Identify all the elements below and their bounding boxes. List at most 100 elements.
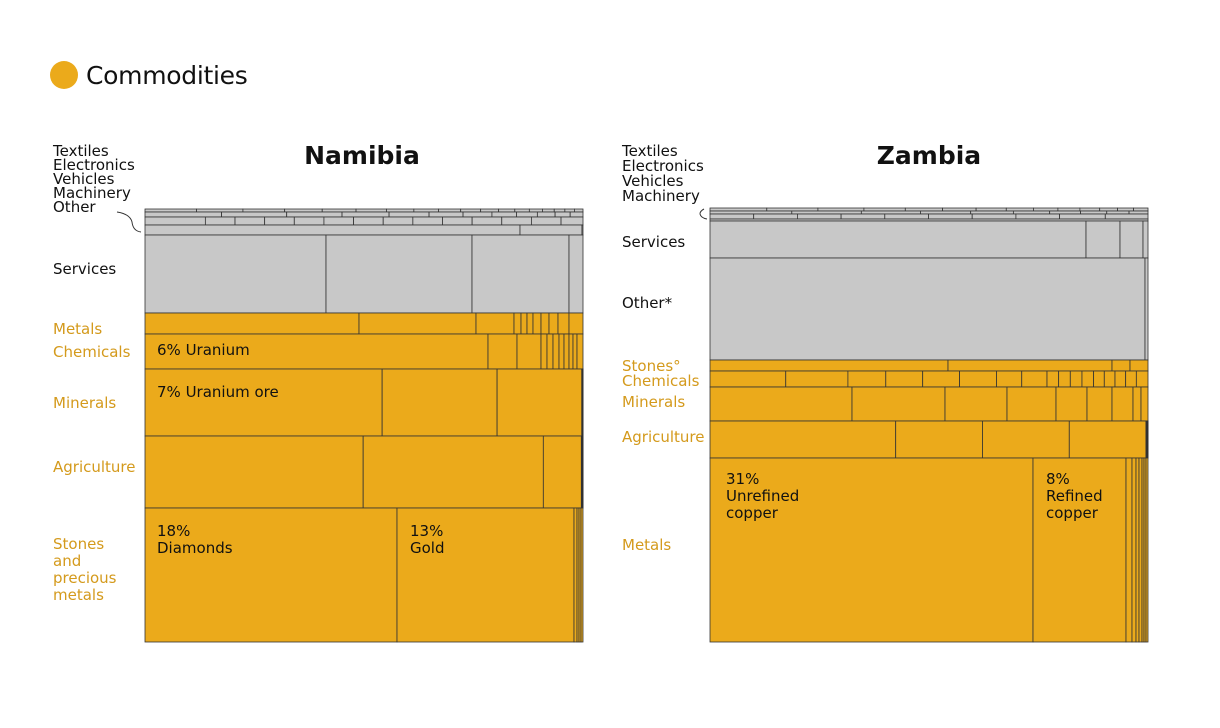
namibia-electronics-tile-0 bbox=[144, 211, 222, 218]
zambia-minerals-tile-5 bbox=[1086, 386, 1113, 422]
namibia-metals-tile-3 bbox=[513, 312, 522, 335]
namibia-vehicles-tile-10 bbox=[471, 216, 503, 226]
namibia-textiles-tile-11 bbox=[498, 208, 516, 213]
zambia-minerals-tile-3 bbox=[1006, 386, 1057, 422]
namibia-textiles-tile-5 bbox=[355, 208, 387, 213]
namibia-electronics-tile-11 bbox=[569, 211, 584, 218]
zambia-services-tile-1 bbox=[1085, 220, 1121, 259]
group-label-zambia-textiles: Textiles bbox=[621, 142, 678, 160]
namibia-textiles-tile-3 bbox=[284, 208, 323, 213]
chart-namibia: Namibia 6% Uranium 7% Uranium ore 18% Diamon… bbox=[52, 141, 584, 643]
group-label-namibia-chemicals: Chemicals bbox=[53, 343, 131, 361]
namibia-electronics-tile-5 bbox=[428, 211, 464, 218]
zambia-services-tile-0 bbox=[709, 220, 1087, 259]
namibia-electronics-tile-9 bbox=[536, 211, 556, 218]
zambia-chemicals-tile-12 bbox=[1093, 370, 1105, 388]
zambia-metals-tile-2 bbox=[1125, 457, 1133, 643]
group-label-namibia-machinery: Machinery bbox=[53, 184, 131, 202]
zambia-textiles-tile-3 bbox=[863, 207, 906, 212]
zambia-electronics-tile-9 bbox=[1128, 210, 1149, 215]
namibia-vehicles-tile-0 bbox=[144, 216, 206, 226]
namibia-vehicles-tile-4 bbox=[293, 216, 325, 226]
zambia-stones-tile-2 bbox=[1111, 359, 1131, 372]
zambia-metals-tile-5 bbox=[1138, 457, 1143, 643]
zambia-agriculture-tile-1 bbox=[895, 420, 983, 459]
zambia-chemicals-tile-0 bbox=[709, 370, 787, 388]
group-label-zambia-stones: Stones° bbox=[622, 357, 681, 375]
namibia-stones-tile-5 bbox=[580, 507, 584, 643]
zambia-vehicles-tile-9 bbox=[1104, 213, 1149, 220]
zambia-agriculture-tile-3 bbox=[1068, 420, 1147, 459]
zambia-chemicals-tile-1 bbox=[785, 370, 849, 388]
namibia-minerals-tile-2 bbox=[496, 368, 583, 437]
zambia-vehicles-tile-0 bbox=[709, 213, 755, 220]
zambia-textiles-tile-2 bbox=[817, 207, 865, 212]
namibia-agriculture-tile-2 bbox=[542, 435, 582, 509]
chart-zambia: Zambia 31% Unrefined copper 8% Refined copper T… bbox=[621, 141, 1149, 643]
zambia-vehicles-tile-7 bbox=[1015, 213, 1061, 220]
zambia-chemicals-tile-10 bbox=[1069, 370, 1083, 388]
namibia-chemicals-tile-1 bbox=[487, 333, 518, 370]
group-label-namibia-electronics: Electronics bbox=[53, 156, 135, 174]
zambia-stones-tile-1 bbox=[947, 359, 1113, 372]
namibia-metals-tile-8 bbox=[548, 312, 559, 335]
zambia-stones-tile-3 bbox=[1129, 359, 1149, 372]
namibia-textiles-tile-8 bbox=[438, 208, 462, 213]
zambia-metals-tile-4 bbox=[1135, 457, 1140, 643]
zambia-minerals-tile-0 bbox=[709, 386, 853, 422]
zambia-electronics-tile-4 bbox=[970, 210, 1014, 215]
zambia-vehicles-tile-5 bbox=[928, 213, 973, 220]
group-label-zambia-services: Services bbox=[622, 233, 685, 251]
namibia-textiles-tile-12 bbox=[514, 208, 530, 213]
annotation-uranium-ore: 7% Uranium ore bbox=[157, 383, 279, 401]
group-label-zambia-metals: Metals bbox=[622, 536, 671, 554]
namibia-chemicals-tile-9 bbox=[572, 333, 578, 370]
namibia-agriculture-tile-0 bbox=[144, 435, 364, 509]
zambia-chemicals-tile-3 bbox=[885, 370, 924, 388]
zambia-minerals-tile-1 bbox=[851, 386, 946, 422]
namibia-vehicles-tile-11 bbox=[501, 216, 532, 226]
zambia-agriculture-tile-0 bbox=[709, 420, 897, 459]
zambia-textiles-tile-7 bbox=[1005, 207, 1034, 212]
annotation-refined-copper: 8% Refined copper bbox=[1046, 470, 1103, 522]
zambia-chemicals-tile-6 bbox=[996, 370, 1023, 388]
group-label-zambia-vehicles: Vehicles bbox=[622, 172, 684, 190]
zambia-chemicals-tile-13 bbox=[1103, 370, 1116, 388]
group-label-namibia-services: Services bbox=[53, 260, 116, 278]
zambia-textiles-tile-11 bbox=[1099, 207, 1118, 212]
zambia-vehicles-tile-6 bbox=[971, 213, 1017, 220]
namibia-textiles-tile-13 bbox=[528, 208, 543, 213]
zambia-electronics-tile-2 bbox=[860, 210, 921, 215]
zambia-chemicals-tile-5 bbox=[959, 370, 997, 388]
zambia-other-tile-0 bbox=[709, 257, 1146, 361]
namibia-metals-tile-1 bbox=[358, 312, 477, 335]
zambia-vehicles-tile-1 bbox=[753, 213, 798, 220]
namibia-vehicles-tile-8 bbox=[412, 216, 443, 226]
zambia-electronics-tile-5 bbox=[1012, 210, 1051, 215]
namibia-textiles-tile-15 bbox=[553, 208, 566, 213]
namibia-textiles-tile-0 bbox=[144, 208, 197, 213]
namibia-textiles-tile-4 bbox=[321, 208, 357, 213]
namibia-textiles-tile-17 bbox=[574, 208, 584, 213]
namibia-electronics-tile-1 bbox=[221, 211, 288, 218]
namibia-chemicals-tile-5 bbox=[552, 333, 560, 370]
namibia-textiles-tile-6 bbox=[386, 208, 415, 213]
zambia-chemicals-tile-9 bbox=[1058, 370, 1071, 388]
zambia-chemicals-tile-2 bbox=[847, 370, 887, 388]
zambia-minerals-tile-8 bbox=[1140, 386, 1149, 422]
namibia-chemicals-tile-4 bbox=[546, 333, 554, 370]
namibia-textiles-tile-9 bbox=[460, 208, 482, 213]
zambia-services-tile-2 bbox=[1119, 220, 1144, 259]
namibia-vehicles-tile-6 bbox=[353, 216, 384, 226]
group-label-namibia-textiles: Textiles bbox=[52, 142, 109, 160]
zambia-chemicals-tile-15 bbox=[1125, 370, 1137, 388]
namibia-chemicals-tile-10 bbox=[576, 333, 584, 370]
namibia-metals-tile-10 bbox=[568, 312, 584, 335]
zambia-textiles-tile-13 bbox=[1133, 207, 1149, 212]
namibia-textiles-tile-14 bbox=[542, 208, 555, 213]
namibia-stones-tile-1 bbox=[396, 507, 575, 643]
namibia-electronics-tile-4 bbox=[388, 211, 430, 218]
zambia-stones-tile-0 bbox=[709, 359, 949, 372]
namibia-electronics-tile-10 bbox=[554, 211, 571, 218]
legend: Commodities bbox=[50, 58, 248, 92]
